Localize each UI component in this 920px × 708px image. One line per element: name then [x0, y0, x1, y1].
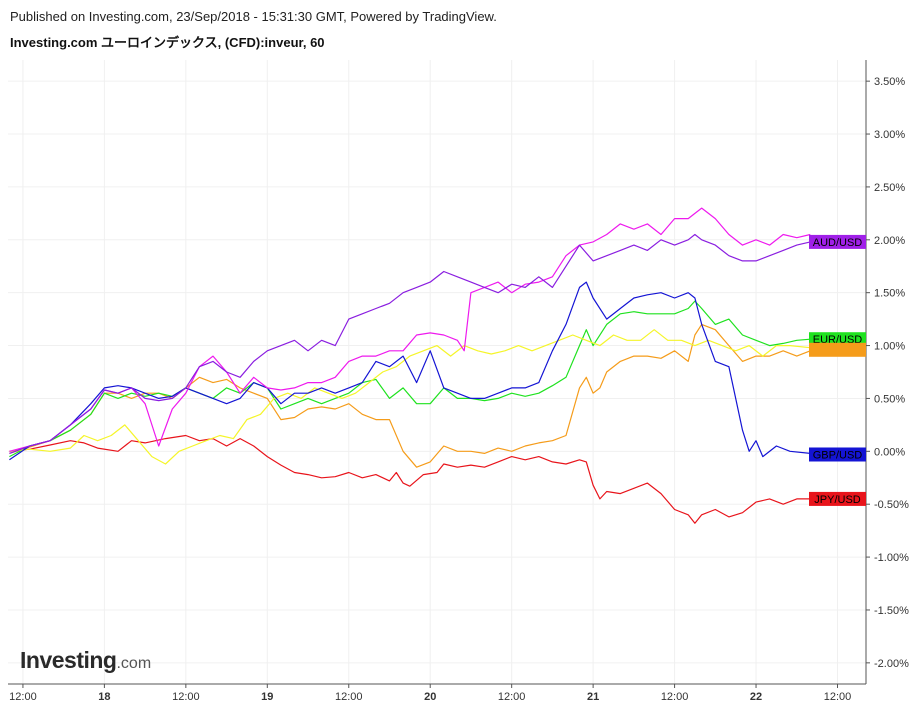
series-value-tag-label: JPY/USD: [814, 494, 861, 506]
y-tick-label: 1.50%: [874, 288, 905, 300]
y-tick-label: 0.50%: [874, 393, 905, 405]
series-value-tag-bg: [809, 234, 866, 249]
series-line-jpy-usd: [9, 434, 811, 524]
series-value-tag: JPY/USD: [809, 491, 866, 506]
x-tick-label: 21: [587, 691, 599, 703]
x-tick-label: 18: [98, 691, 110, 703]
x-tick-label: 22: [750, 691, 762, 703]
series-value-tag-label: AUD/USD: [813, 237, 863, 249]
logo-main: Investing: [20, 647, 117, 673]
published-note: Published on Investing.com, 23/Sep/2018 …: [10, 9, 497, 24]
grid-layer: [8, 60, 866, 684]
series-value-tag: [809, 342, 866, 357]
x-tick-label: 12:00: [172, 691, 200, 703]
logo-suffix: .com: [116, 655, 152, 672]
y-tick-label: -1.50%: [874, 605, 909, 617]
investing-logo: Investing.com: [20, 647, 151, 674]
y-tick-label: 1.00%: [874, 341, 905, 353]
series-value-tag-bg: [809, 342, 866, 357]
x-tick-label: 19: [261, 691, 273, 703]
series-value-tag-bg: [809, 447, 866, 462]
series-value-tag: GBP/USD: [809, 447, 866, 462]
axis-layer: 3.50% 3.00% 2.50% 2.00% 1.50% 1.00% 0.50% 0.00%…: [8, 60, 909, 703]
series-line-gbp-usd: [9, 281, 811, 461]
x-tick-label: 12:00: [9, 691, 37, 703]
series-layer: [9, 207, 811, 524]
series-line-usd-cad: [9, 329, 811, 465]
series-value-tag-label: GBP/USD: [813, 449, 863, 461]
series-line-aud-usd: [9, 207, 811, 452]
chart-title: Investing.com ユーロインデックス, (CFD):inveur, 6…: [10, 35, 325, 50]
x-tick-label: 12:00: [824, 691, 852, 703]
y-tick-label: 2.00%: [874, 235, 905, 247]
y-tick-label: 3.00%: [874, 129, 905, 141]
y-tick-label: -0.50%: [874, 499, 909, 511]
x-tick-label: 12:00: [335, 691, 363, 703]
y-tick-label: -1.00%: [874, 552, 909, 564]
x-tick-label: 12:00: [498, 691, 526, 703]
series-line-aud-usd: [9, 233, 811, 454]
y-tick-label: 3.50%: [874, 76, 905, 88]
series-line-eur-usd: [9, 300, 811, 458]
series-value-tag: AUD/USD: [809, 234, 866, 249]
x-tick-label: 12:00: [661, 691, 689, 703]
series-value-tag-bg: [809, 491, 866, 506]
y-tick-label: 0.00%: [874, 446, 905, 458]
y-tick-label: -2.00%: [874, 658, 909, 670]
series-value-tag-bg: [809, 332, 866, 347]
y-tick-label: 2.50%: [874, 182, 905, 194]
x-tick-label: 20: [424, 691, 436, 703]
